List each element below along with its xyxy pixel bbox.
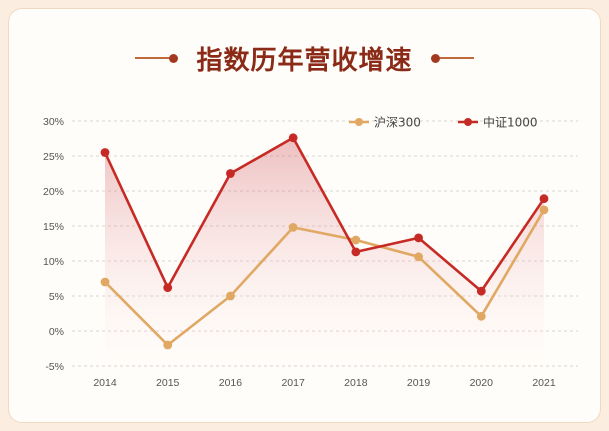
x-tick-label: 2019 — [407, 377, 431, 389]
y-tick-label: 10% — [43, 256, 64, 268]
x-tick-label: 2020 — [470, 377, 494, 389]
data-point — [226, 169, 235, 178]
data-point — [476, 286, 486, 296]
x-tick-label: 2017 — [281, 377, 305, 389]
data-point — [414, 252, 423, 262]
legend-label: 中证1000 — [483, 115, 538, 130]
title-decoration-left — [135, 53, 179, 63]
legend-label: 沪深300 — [374, 116, 421, 130]
y-tick-label: 20% — [43, 186, 64, 198]
y-tick-label: 5% — [49, 291, 64, 303]
data-point — [351, 235, 361, 245]
y-tick-label: -5% — [45, 361, 64, 373]
x-tick-label: 2015 — [156, 377, 180, 389]
y-tick-label: 0% — [49, 326, 64, 338]
chart-title: 指数历年营收增速 — [196, 45, 413, 76]
x-tick-label: 2014 — [93, 377, 117, 389]
data-point — [100, 148, 110, 157]
legend-marker — [355, 118, 363, 126]
data-point — [539, 205, 549, 215]
x-tick-label: 2018 — [344, 377, 368, 389]
data-point — [351, 247, 361, 257]
series-line-zz1000 — [103, 136, 546, 293]
y-tick-label: 15% — [43, 221, 64, 233]
x-tick-label: 2016 — [219, 377, 243, 389]
data-point — [476, 311, 486, 321]
y-tick-label: 30% — [43, 116, 64, 128]
data-point — [539, 194, 549, 204]
series-area-zz1000 — [105, 137, 544, 366]
title-bar: 指数历年营收增速 — [0, 38, 609, 78]
data-point — [163, 283, 173, 292]
data-point — [288, 223, 298, 232]
data-point — [414, 233, 423, 243]
data-point — [226, 291, 235, 301]
y-tick-label: 25% — [43, 151, 64, 163]
data-point — [100, 277, 110, 287]
x-tick-label: 2021 — [532, 377, 556, 389]
data-point — [288, 133, 298, 143]
series-line-hs300 — [104, 209, 546, 347]
legend-marker — [464, 118, 472, 126]
data-point — [163, 340, 173, 350]
title-decoration-right — [430, 53, 474, 63]
